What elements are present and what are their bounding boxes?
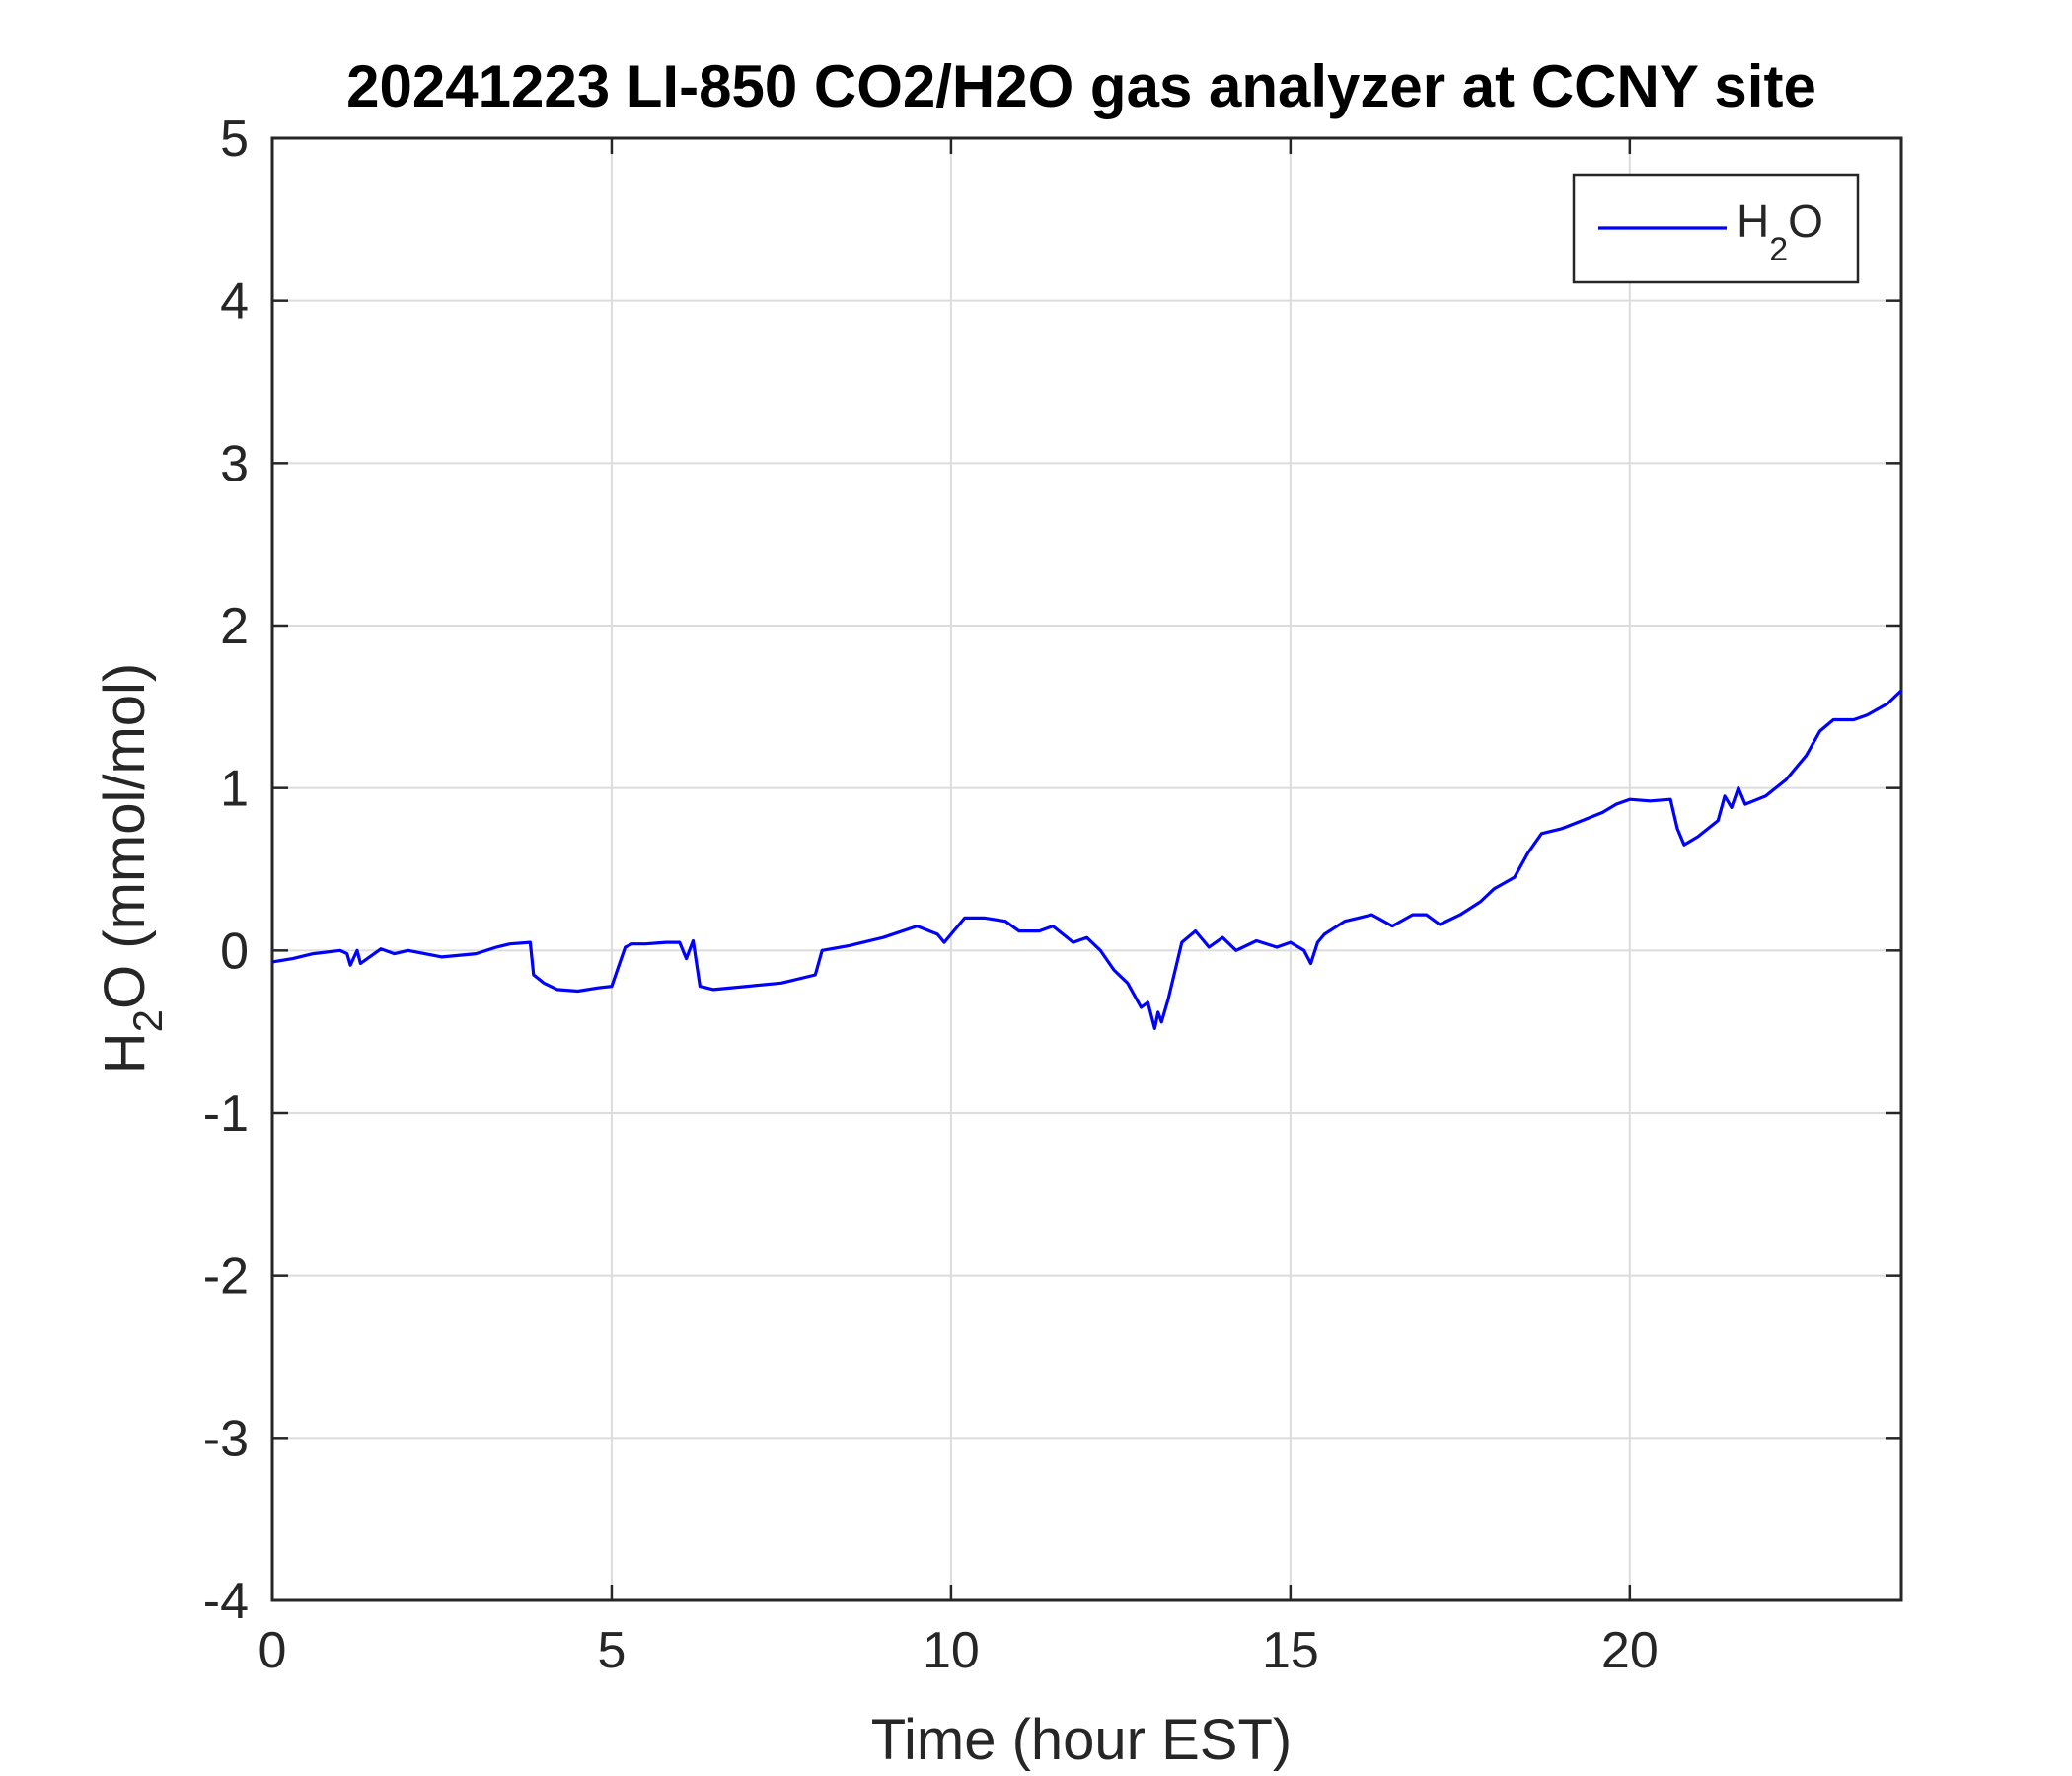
x-axis-tick-labels: 0 5 10 15 20 bbox=[259, 1622, 1659, 1679]
legend: H2O bbox=[1572, 173, 1860, 284]
grid bbox=[272, 138, 1901, 1600]
chart-title: 20241223 LI-850 CO2/H2O gas analyzer at … bbox=[346, 53, 1816, 119]
y-tick-label: 2 bbox=[220, 598, 249, 655]
x-tick-label: 20 bbox=[1601, 1622, 1659, 1679]
y-axis-tick-labels: -4 -3 -2 -1 0 1 2 3 4 5 bbox=[203, 111, 249, 1630]
series-line bbox=[271, 689, 1903, 1030]
x-tick-label: 15 bbox=[1262, 1622, 1319, 1679]
y-axis-label-main: H bbox=[93, 1032, 157, 1073]
x-tick-label: 5 bbox=[597, 1622, 626, 1679]
y-axis-label-rest: O (mmol/mol) bbox=[93, 663, 157, 1009]
x-axis-label: Time (hour EST) bbox=[871, 1708, 1292, 1772]
legend-label-rest: O bbox=[1788, 195, 1823, 247]
plot-area bbox=[270, 136, 1903, 1602]
x-tick-label: 10 bbox=[923, 1622, 980, 1679]
x-tick-label: 0 bbox=[259, 1622, 287, 1679]
y-tick-label: 1 bbox=[220, 761, 249, 818]
axis-ticks bbox=[270, 136, 1901, 1602]
y-tick-label: 0 bbox=[220, 923, 249, 980]
legend-label-main: H bbox=[1737, 195, 1769, 247]
y-tick-label: -2 bbox=[203, 1248, 249, 1305]
y-axis-label: H2O (mmol/mol) bbox=[93, 663, 171, 1073]
y-tick-label: -3 bbox=[203, 1410, 249, 1467]
y-tick-label: 5 bbox=[220, 111, 249, 168]
y-tick-label: 3 bbox=[220, 435, 249, 492]
legend-label-subscript: 2 bbox=[1769, 231, 1788, 268]
y-tick-label: 4 bbox=[220, 273, 249, 331]
legend-label: H2O bbox=[1737, 195, 1823, 268]
y-tick-label: -4 bbox=[203, 1573, 249, 1630]
y-tick-label: -1 bbox=[203, 1085, 249, 1143]
y-axis-label-subscript: 2 bbox=[124, 1009, 171, 1032]
